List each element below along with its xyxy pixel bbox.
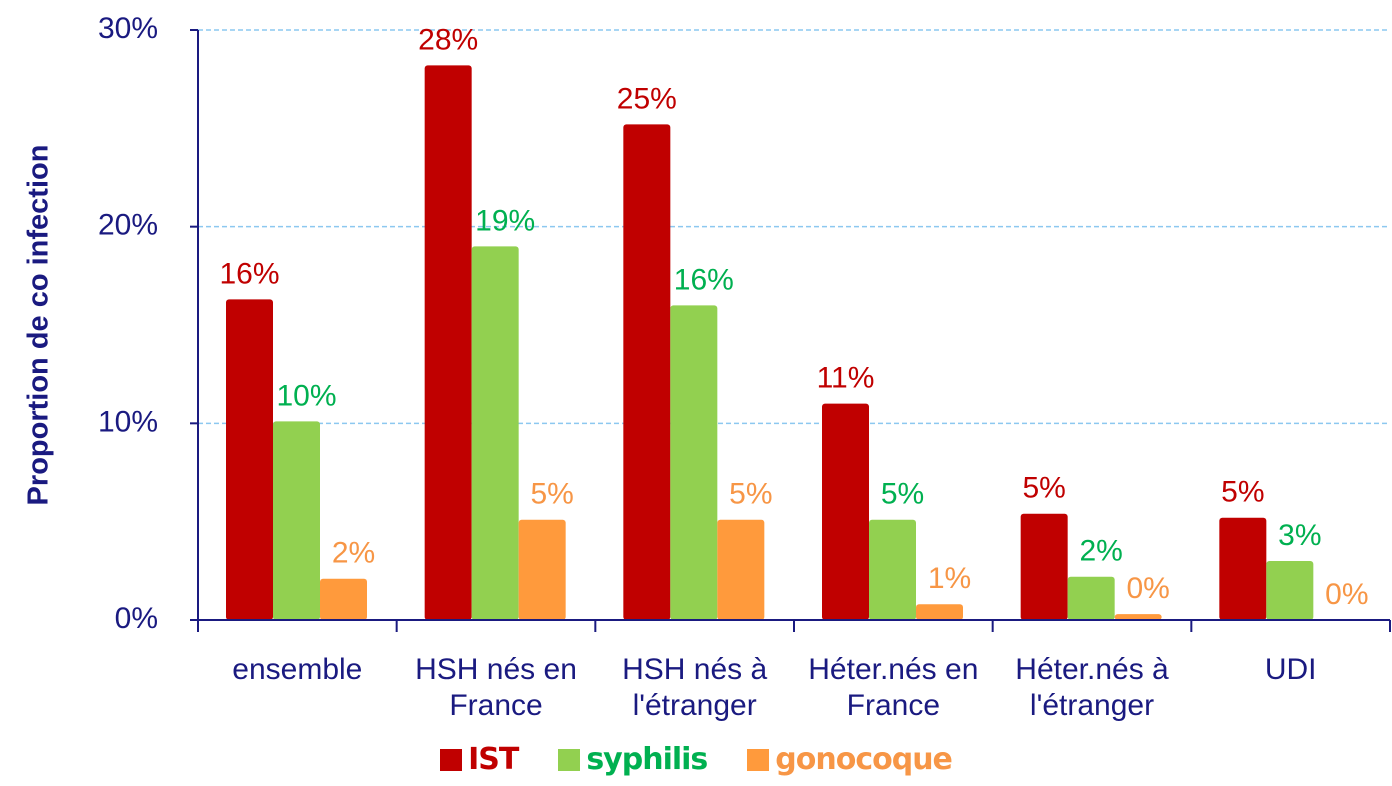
bar [471, 246, 519, 621]
x-tick-label: Héter.nés en France [808, 653, 979, 722]
bar [320, 578, 367, 620]
legend-swatch [747, 748, 770, 771]
bar [623, 124, 671, 621]
value-label: 10% [276, 379, 336, 412]
x-tick-label: HSH nés à l'étranger [622, 653, 768, 722]
bar [717, 519, 765, 620]
y-tick-label: 0% [115, 602, 158, 635]
x-tick-label: UDI [1264, 653, 1317, 686]
y-tick-label: 30% [98, 12, 158, 45]
value-label: 5% [729, 478, 772, 511]
legend: IST syphilis gonocoque [0, 742, 1392, 777]
bar [424, 65, 472, 620]
value-label: 5% [1221, 476, 1264, 509]
bar [1219, 517, 1267, 620]
value-label: 25% [617, 82, 677, 115]
value-label: 11% [817, 362, 875, 395]
bar [670, 305, 718, 620]
bar [869, 519, 916, 620]
x-tick-label: ensemble [232, 653, 363, 686]
value-label: 16% [674, 263, 734, 296]
value-label: 1% [928, 562, 971, 595]
value-label: 5% [530, 478, 573, 511]
bar [1266, 561, 1314, 620]
value-label: 5% [1022, 472, 1065, 505]
bar [518, 519, 566, 620]
legend-item: syphilis [558, 742, 708, 777]
legend-item: gonocoque [747, 742, 953, 777]
y-tick-label: 10% [98, 405, 158, 438]
value-label: 0% [1325, 578, 1368, 611]
x-tick-label: Héter.nés à l'étranger [1015, 653, 1169, 722]
y-axis-title: Proportion de co infection [23, 145, 55, 506]
value-label: 16% [219, 257, 279, 290]
value-label: 2% [1079, 535, 1122, 568]
x-tick-label: HSH nés en France [415, 653, 577, 722]
value-label: 2% [332, 537, 375, 570]
bar [1114, 614, 1162, 620]
bar [273, 421, 320, 620]
legend-swatch [440, 748, 463, 771]
legend-label: syphilis [586, 742, 708, 777]
bar [916, 604, 963, 620]
value-label: 0% [1126, 572, 1169, 605]
legend-label: gonocoque [775, 742, 953, 777]
value-label: 19% [475, 204, 535, 237]
legend-swatch [558, 748, 581, 771]
y-tick-label: 20% [98, 209, 158, 242]
bar [226, 299, 273, 620]
legend-label: IST [468, 742, 519, 777]
value-label: 28% [418, 23, 478, 56]
legend-item: IST [440, 742, 519, 777]
bar [822, 403, 869, 620]
bar [1067, 576, 1115, 620]
bar [1020, 513, 1068, 620]
value-label: 3% [1278, 519, 1321, 552]
value-label: 5% [881, 478, 924, 511]
